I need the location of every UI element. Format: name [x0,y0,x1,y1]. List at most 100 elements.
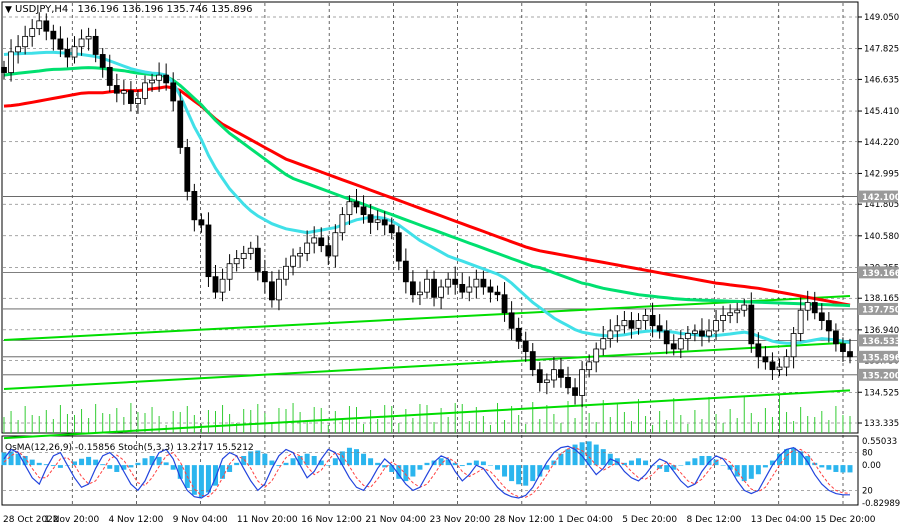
osma-bar [375,462,381,466]
candle-body [170,82,177,102]
price-tick-label: 134.525 [864,388,899,398]
osma-bar [368,458,374,466]
level-label: 135.896 [862,353,900,363]
level-label: 135.200 [862,371,900,381]
osma-bar [262,453,268,466]
candle-body [825,320,832,332]
indicator-header: OsMA(12,26,9) -0.15856 Stoch(5,3,3) 13.2… [5,443,254,453]
osma-bar [205,465,211,493]
candle-body [22,35,29,48]
candle-body [424,278,430,293]
candle-body [332,232,339,257]
level-label-box [858,266,898,279]
candle-body [36,20,43,30]
symbol-label: USDJPY,H4 [15,4,68,15]
candle-body [276,278,282,301]
stoch-main-line [3,445,850,499]
channel-line [3,389,851,440]
osma-bar [833,465,839,472]
osma-bar [819,465,825,468]
candle-body [374,219,381,223]
candle-body [113,85,120,94]
level-label-box [858,302,898,315]
osma-bar [361,453,367,466]
osma-bar [755,465,761,475]
candle-body [818,312,825,321]
osma-bar [495,465,500,470]
candle-body [191,190,198,221]
osma-bar [784,449,790,466]
osma-bar [628,460,634,466]
x-tick-label: 28 Oct 2022 [3,515,59,525]
candle-body [494,291,501,296]
osma-bar [664,465,670,472]
osma-bar [544,465,550,470]
candle-body [212,276,219,293]
candle-body [409,281,416,296]
osma-bar [354,449,359,466]
candle-body [219,278,226,293]
candle-body [776,366,783,371]
x-tick-label: 9 Nov 04:00 [173,515,228,525]
osma-bar [699,455,705,466]
price-tick-label: 140.580 [864,232,899,242]
candle-body [135,97,141,104]
candle-body [395,232,402,262]
candle-body [318,237,325,247]
price-tick-label: 145.410 [864,107,899,117]
osma-bar [57,465,63,468]
osma-bar [43,464,49,466]
candle-body [339,214,346,234]
osma-bar [572,444,578,466]
level-label-box [858,190,898,203]
x-tick-label: 13 Dec 04:00 [751,515,812,525]
osma-bar [643,460,649,466]
osma-bar [509,465,515,482]
level-label-box [858,368,898,381]
x-tick-label: 28 Nov 12:00 [494,515,555,525]
osma-bar [600,449,606,466]
osma-bar [114,465,120,472]
candle-body [656,325,663,332]
osma-bar [220,465,226,479]
osma-bar [170,465,176,470]
osma-bar [826,465,832,470]
osma-bar [741,465,747,482]
candle-body [628,320,635,329]
x-tick-label: 16 Nov 12:00 [301,515,362,525]
indicator-tick-label: 0.00 [862,461,881,471]
level-label: 139.166 [862,269,900,279]
osma-bar [586,441,592,466]
osma-bar [706,455,712,466]
osma-bar [241,455,247,466]
osma-bar [50,465,56,467]
candle-body [283,265,289,280]
candle-body [614,325,621,332]
candle-body [466,286,473,293]
osma-bar [466,462,472,466]
indicator-tick-label: 0.55033 [862,437,897,447]
osma-bar [636,458,641,466]
candle-body [92,35,99,55]
menu-arrow-icon[interactable]: ▼ [5,5,12,15]
price-tick-label: 149.050 [864,13,899,23]
osma-bar [248,451,254,466]
osma-bar [417,465,423,470]
candle-body [233,258,240,265]
osma-bar [769,460,775,466]
osma-bar [255,450,261,466]
osma-bar [713,459,719,466]
osma-bar [332,458,338,466]
price-tick-label: 141.805 [864,200,899,210]
candle-body [254,247,261,272]
x-tick-label: 21 Nov 04:00 [365,515,426,525]
candle-body [621,320,628,327]
candle-body [487,286,494,293]
osma-bar [558,453,564,466]
candle-body [163,74,170,84]
osma-bar [424,462,430,466]
osma-bar [403,465,409,482]
osma-bar [671,465,677,470]
osma-bar [191,465,197,495]
osma-bar [657,465,663,469]
